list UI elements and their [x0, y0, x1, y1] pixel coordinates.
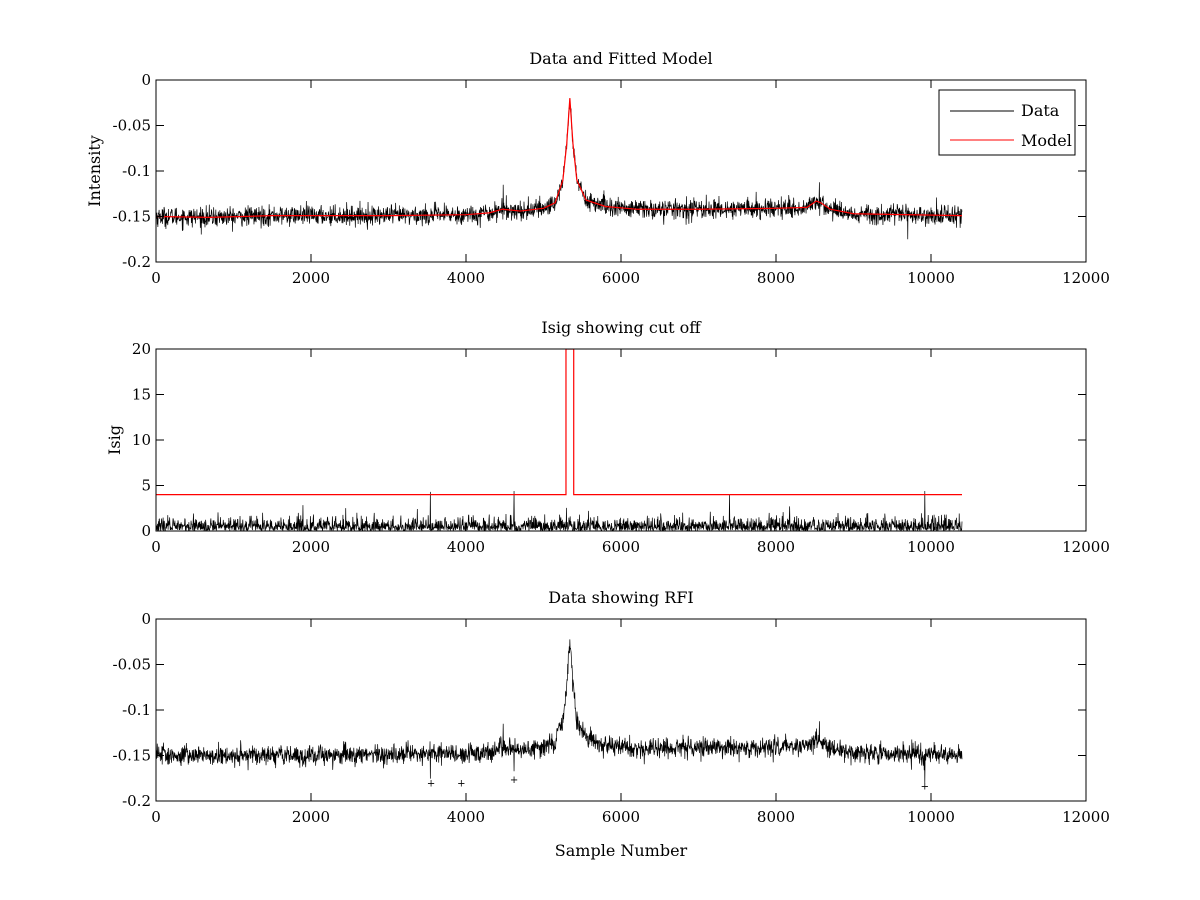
y-tick-label: 20 [132, 340, 151, 358]
panel-1-title: Data and Fitted Model [529, 49, 712, 68]
y-tick-label: -0.05 [113, 656, 151, 674]
x-tick-label: 0 [151, 269, 161, 287]
x-tick-label: 8000 [757, 269, 795, 287]
x-tick-label: 10000 [907, 269, 955, 287]
x-tick-label: 2000 [292, 269, 330, 287]
rfi-marker: + [427, 779, 435, 790]
panel-2-ylabel: Isig [105, 425, 124, 455]
x-tick-label: 4000 [447, 538, 485, 556]
x-tick-label: 2000 [292, 538, 330, 556]
rfi-marker: + [921, 781, 929, 792]
x-tick-label: 6000 [602, 269, 640, 287]
plot-area [156, 349, 963, 531]
panel-data-fitted-model: Data and Fitted Model Intensity 0 2000 400… [85, 49, 1110, 287]
panel-2-title: Isig showing cut off [541, 318, 702, 337]
y-tick-label: -0.2 [122, 792, 151, 810]
x-tick-label: 4000 [447, 808, 485, 826]
y-tick-label: 0 [141, 522, 151, 540]
y-tick-label: -0.1 [122, 162, 151, 180]
rfi-marker: + [457, 779, 465, 790]
y-tick-label: 10 [132, 431, 151, 449]
y-tick-label: 15 [132, 386, 151, 404]
series-line-signal [156, 639, 963, 784]
panel-isig-cutoff: Isig showing cut off Isig 0 2000 4000 6000 8… [105, 318, 1110, 556]
y-tick-label: -0.2 [122, 253, 151, 271]
y-tick-label: 0 [141, 610, 151, 628]
x-tick-label: 10000 [907, 538, 955, 556]
plot-area: + + + + [156, 639, 963, 792]
x-tick-label: 10000 [907, 808, 955, 826]
panel-3-plot: + + + +0 2000 4000 6000 8000 10000 12000 -0.2 -0.15… [113, 610, 1110, 826]
y-tick-label: -0.15 [113, 747, 151, 765]
legend-model-label: Model [1021, 131, 1072, 150]
panel-1-plot: 0 2000 4000 6000 8000 10000 12000 -0.2 -0.15 -0.1… [113, 71, 1110, 287]
x-tick-label: 0 [151, 808, 161, 826]
x-tick-label: 6000 [602, 538, 640, 556]
x-tick-label: 12000 [1062, 808, 1110, 826]
panel-3-title: Data showing RFI [548, 588, 693, 607]
x-tick-label: 4000 [447, 269, 485, 287]
x-tick-label: 0 [151, 538, 161, 556]
series-line-cutoff [156, 349, 962, 496]
x-tick-label: 12000 [1062, 269, 1110, 287]
y-tick-label: 5 [141, 477, 151, 495]
panel-1-ylabel: Intensity [85, 135, 104, 207]
panel-data-rfi: Data showing RFI Sample Number + + + +0 2000… [113, 588, 1110, 860]
panel-3-xlabel: Sample Number [555, 841, 688, 860]
panel-2-plot: 0 2000 4000 6000 8000 10000 12000 0 5 10 15 20 [132, 340, 1110, 556]
x-tick-label: 12000 [1062, 538, 1110, 556]
x-tick-label: 6000 [602, 808, 640, 826]
x-tick-label: 2000 [292, 808, 330, 826]
legend-data-label: Data [1021, 101, 1060, 120]
x-tick-label: 8000 [757, 808, 795, 826]
series-line-data [156, 98, 963, 240]
panel-1-legend: Data Model [938, 89, 1076, 156]
rfi-marker: + [510, 775, 518, 786]
y-tick-label: -0.15 [113, 208, 151, 226]
y-tick-label: -0.1 [122, 701, 151, 719]
legend-box [938, 89, 1076, 156]
series-line-signal [156, 490, 963, 531]
y-tick-label: 0 [141, 71, 151, 89]
plot-area [156, 98, 963, 240]
series-line-model [156, 98, 963, 219]
y-tick-label: -0.05 [113, 117, 151, 135]
x-tick-label: 8000 [757, 538, 795, 556]
